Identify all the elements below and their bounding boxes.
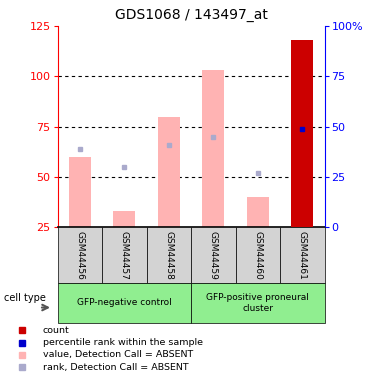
Text: value, Detection Call = ABSENT: value, Detection Call = ABSENT bbox=[43, 350, 193, 359]
Bar bbox=[291, 40, 313, 227]
Text: GSM44459: GSM44459 bbox=[209, 231, 218, 279]
Bar bbox=[191, 283, 325, 322]
Text: count: count bbox=[43, 326, 70, 335]
Text: GSM44458: GSM44458 bbox=[164, 231, 173, 279]
Bar bbox=[147, 227, 191, 283]
Bar bbox=[202, 70, 224, 227]
Bar bbox=[102, 227, 147, 283]
Text: GSM44461: GSM44461 bbox=[298, 231, 307, 279]
Text: GSM44457: GSM44457 bbox=[120, 231, 129, 279]
Title: GDS1068 / 143497_at: GDS1068 / 143497_at bbox=[115, 9, 267, 22]
Text: GSM44460: GSM44460 bbox=[253, 231, 262, 279]
Bar bbox=[236, 227, 280, 283]
Text: GSM44456: GSM44456 bbox=[75, 231, 84, 279]
Bar bbox=[247, 197, 269, 227]
Text: percentile rank within the sample: percentile rank within the sample bbox=[43, 338, 203, 347]
Bar bbox=[158, 117, 180, 227]
Bar bbox=[58, 283, 191, 322]
Bar bbox=[69, 157, 91, 227]
Text: GFP-positive proneural
cluster: GFP-positive proneural cluster bbox=[206, 293, 309, 312]
Text: rank, Detection Call = ABSENT: rank, Detection Call = ABSENT bbox=[43, 363, 188, 372]
Bar bbox=[191, 227, 236, 283]
Text: cell type: cell type bbox=[4, 293, 46, 303]
Bar bbox=[113, 211, 135, 227]
Bar bbox=[58, 227, 102, 283]
Bar bbox=[280, 227, 325, 283]
Text: GFP-negative control: GFP-negative control bbox=[77, 298, 172, 307]
